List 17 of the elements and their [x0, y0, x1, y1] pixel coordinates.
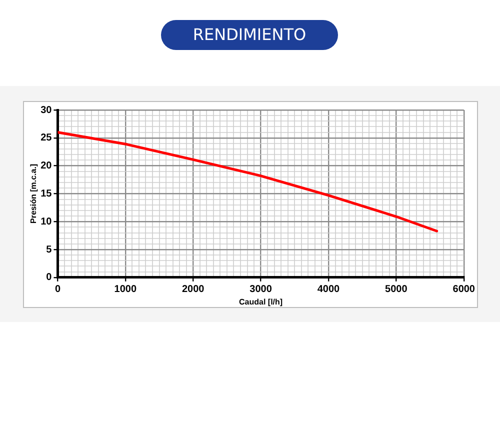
y-tick-label: 25: [40, 132, 52, 144]
x-tick-label: 4000: [317, 284, 340, 296]
y-tick-label: 5: [46, 244, 52, 256]
y-tick-label: 30: [40, 104, 52, 116]
y-tick-label: 0: [46, 272, 52, 284]
y-tick-label: 20: [40, 160, 52, 172]
x-tick-label: 1000: [114, 284, 137, 296]
x-tick-label: 3000: [250, 284, 272, 296]
x-tick-label: 6000: [452, 284, 476, 296]
x-axis-title: Caudal [l/h]: [239, 297, 283, 306]
y-tick-label: 10: [40, 216, 52, 228]
x-tick-label: 2000: [182, 284, 205, 296]
x-tick-label: 0: [54, 284, 61, 296]
chart-title: RENDIMIENTO: [161, 20, 338, 50]
y-axis-title: Presión [m.c.a.]: [29, 164, 38, 224]
x-tick-label: 5000: [385, 284, 408, 296]
y-tick-label: 15: [40, 188, 52, 200]
